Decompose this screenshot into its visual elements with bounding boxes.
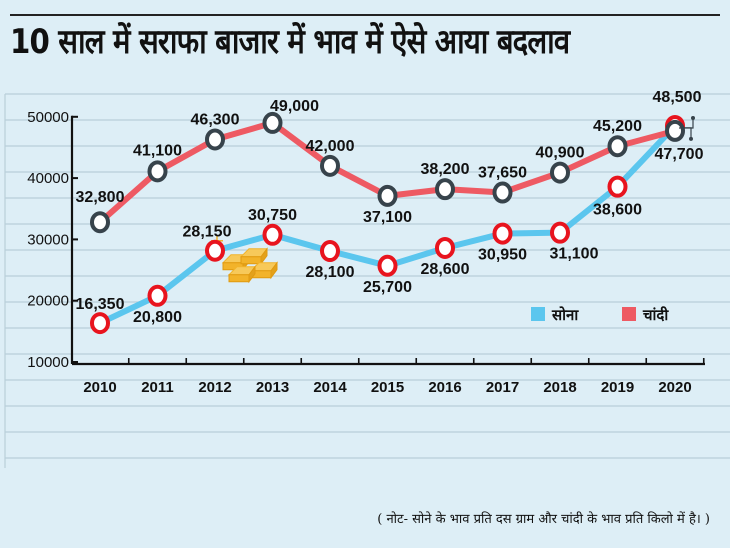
series-markers — [90, 111, 685, 335]
gold-data-label: 28,150 — [183, 224, 232, 241]
gold-data-label: 28,600 — [421, 261, 470, 278]
silver-marker — [147, 160, 168, 183]
gold-bar-side — [248, 265, 256, 284]
silver-data-label: 47,700 — [655, 146, 704, 163]
legend-swatch-gold — [531, 307, 545, 321]
silver-data-label: 40,900 — [536, 145, 585, 162]
footnote: ( नोट- सोने के भाव प्रति दस ग्राम और चां… — [377, 512, 710, 527]
callout-dot — [691, 115, 695, 120]
gold-bar-side — [270, 261, 278, 280]
silver-data-label: 45,200 — [593, 118, 642, 135]
silver-marker — [665, 119, 685, 142]
x-tick-label: 2016 — [428, 379, 461, 396]
gold-marker — [320, 240, 340, 263]
gold-data-label: 25,700 — [363, 279, 412, 296]
x-tick-label: 2019 — [601, 379, 634, 396]
x-tick-label: 2011 — [141, 379, 174, 396]
gold-marker — [492, 222, 513, 245]
chart-title: 10 साल में सराफा बाजार में भाव में ऐसे आ… — [10, 22, 570, 62]
callout-connector-silver — [681, 127, 692, 139]
gold-data-label: 28,100 — [306, 264, 355, 281]
x-tick-label: 2012 — [198, 379, 231, 396]
silver-marker — [607, 135, 628, 158]
gold-bar-front — [240, 256, 262, 265]
silver-data-label: 49,000 — [270, 98, 319, 115]
silver-data-label: 37,650 — [478, 165, 527, 182]
gold-data-label: 30,950 — [478, 247, 527, 264]
silver-marker — [377, 184, 398, 207]
x-tick-label: 2020 — [658, 379, 691, 396]
silver-marker — [492, 181, 513, 204]
silver-data-label: 41,100 — [133, 142, 182, 159]
gold-data-label: 16,350 — [76, 296, 125, 313]
callout-dot — [689, 136, 693, 141]
silver-data-label: 37,100 — [363, 209, 412, 226]
gold-bar-side — [260, 247, 268, 266]
silver-marker — [205, 128, 225, 151]
axes: 10000 20000 30000 40000 50000 2010 2011 2012 201… — [27, 109, 705, 396]
silver-marker — [320, 154, 340, 177]
gold-marker — [607, 175, 628, 198]
legend-label-silver: चांदी — [642, 306, 669, 324]
y-tick-label: 20000 — [27, 293, 69, 310]
y-tick-label: 50000 — [27, 109, 69, 126]
x-tick-label: 2013 — [256, 379, 289, 396]
gold-marker — [262, 223, 283, 246]
top-rule — [10, 14, 720, 16]
x-tick-label: 2017 — [486, 379, 519, 396]
silver-data-label: 46,300 — [191, 111, 240, 128]
gold-marker — [205, 239, 225, 262]
y-tick-label: 40000 — [27, 170, 69, 187]
silver-data-label: 38,200 — [421, 161, 470, 178]
gold-data-label: 20,800 — [133, 309, 182, 326]
gold-marker — [147, 284, 168, 307]
data-labels: 16,350 20,800 28,150 30,750 28,100 25,700 28,6… — [76, 89, 704, 326]
y-tick-label: 10000 — [27, 354, 69, 371]
gold-marker — [435, 236, 455, 259]
silver-marker — [262, 111, 283, 134]
silver-marker — [90, 211, 110, 234]
legend-label-gold: सोना — [551, 306, 579, 324]
silver-data-label: 42,000 — [306, 138, 355, 155]
silver-marker — [550, 161, 570, 184]
silver-marker — [435, 178, 455, 201]
gold-data-label: 30,750 — [248, 207, 297, 224]
gold-marker — [377, 254, 398, 277]
x-tick-label: 2018 — [543, 379, 576, 396]
gold-data-label: 48,500 — [653, 89, 702, 106]
gold-data-label: 31,100 — [550, 246, 599, 263]
gold-bar-front — [228, 274, 250, 283]
silver-data-label: 32,800 — [76, 189, 125, 206]
x-tick-label: 2010 — [83, 379, 116, 396]
gold-bars-icon — [211, 234, 278, 284]
gridlines — [4, 93, 730, 468]
gold-marker — [550, 221, 570, 244]
gold-data-label: 38,600 — [593, 202, 642, 219]
gold-marker — [90, 312, 110, 335]
x-tick-label: 2015 — [371, 379, 404, 396]
x-tick-label: 2014 — [313, 379, 347, 396]
y-tick-label: 30000 — [27, 231, 69, 248]
legend: सोना चांदी — [531, 306, 669, 324]
legend-swatch-silver — [622, 307, 636, 321]
